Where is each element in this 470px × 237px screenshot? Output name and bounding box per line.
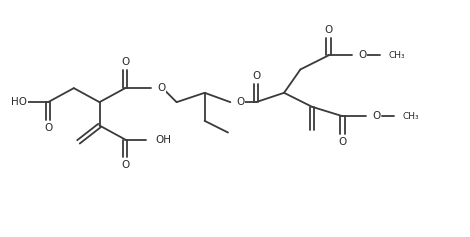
Text: OH: OH <box>156 135 172 145</box>
Text: O: O <box>324 25 333 35</box>
Text: O: O <box>121 57 129 68</box>
Text: O: O <box>338 137 346 147</box>
Text: O: O <box>236 97 245 107</box>
Text: O: O <box>157 83 165 93</box>
Text: O: O <box>372 111 380 121</box>
Text: O: O <box>44 123 52 133</box>
Text: O: O <box>358 50 366 60</box>
Text: CH₃: CH₃ <box>388 51 405 60</box>
Text: HO: HO <box>11 97 27 107</box>
Text: CH₃: CH₃ <box>402 112 419 121</box>
Text: O: O <box>121 160 129 170</box>
Text: O: O <box>252 71 260 82</box>
